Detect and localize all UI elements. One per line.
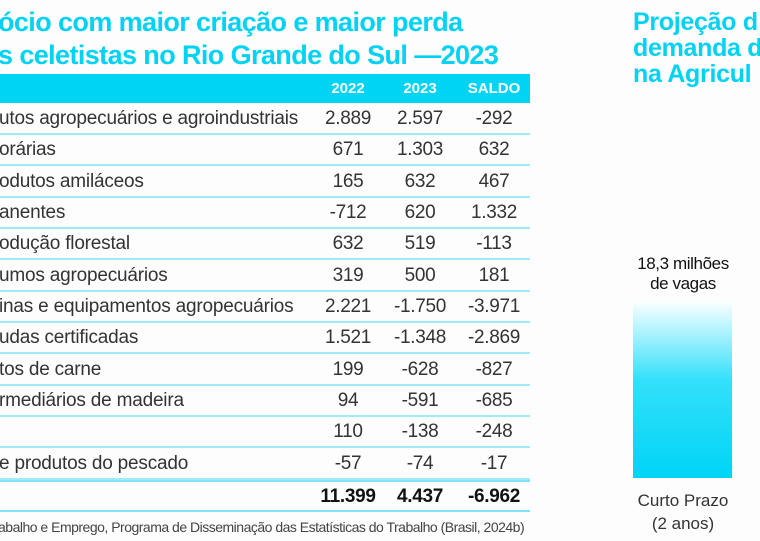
projection-title-line: Projeção d	[633, 8, 758, 36]
table-row: inas e equipamentos agropecuários 2.221 -1…	[0, 292, 530, 323]
total-saldo: -6.962	[467, 486, 521, 507]
bar-value-label: 18,3 milhões	[637, 254, 729, 273]
row-label: udas certificadas	[0, 327, 139, 349]
cell-2022: 319	[332, 264, 364, 286]
cell-saldo: -2.869	[467, 327, 521, 349]
table-row: utos agropecuários e agroindustriais 2.88…	[0, 104, 530, 135]
cell-2023: 620	[404, 201, 436, 223]
cell-2023: -138	[401, 421, 439, 443]
column-header-2023: 2023	[403, 80, 437, 97]
row-label: e produtos do pescado	[0, 452, 189, 474]
projection-title-line: na Agricul	[633, 60, 752, 88]
cell-2022: 199	[332, 358, 364, 380]
cell-2022: 1.521	[324, 327, 372, 349]
cell-saldo: -113	[476, 233, 512, 255]
column-header-saldo: SALDO	[467, 80, 521, 97]
row-label: tos de carne	[0, 358, 102, 380]
total-2023: 4.437	[396, 486, 444, 507]
cell-2023: -1.348	[393, 327, 447, 349]
cell-saldo: -292	[475, 108, 513, 129]
row-label: rmediários de madeira	[0, 389, 184, 411]
cell-2023: 1.303	[396, 139, 444, 161]
row-label: umos agropecuários	[0, 264, 168, 286]
table-row: rmediários de madeira 94 -591 -685	[0, 386, 530, 417]
row-label: odutos amiláceos	[0, 170, 144, 192]
table-row: 110 -138 -248	[0, 417, 530, 449]
cell-2022: 110	[333, 421, 363, 443]
cell-2023: 632	[404, 170, 436, 192]
table-total-row: 11.399 4.437 -6.962	[0, 480, 530, 512]
projection-title-line: demanda d	[633, 34, 760, 62]
bar-value-label: de vagas	[650, 274, 716, 293]
total-2022: 11.399	[320, 486, 376, 507]
cell-saldo: 1.332	[470, 201, 518, 223]
row-label: anentes	[0, 201, 66, 223]
table-row: umos agropecuários 319 500 181	[0, 261, 530, 292]
cell-saldo: 181	[478, 264, 510, 286]
table-title-line: ócio com maior criação e maior perda	[0, 7, 463, 37]
column-header-2022: 2022	[331, 80, 365, 97]
cell-2023: -1.750	[393, 295, 447, 317]
row-label: utos agropecuários e agroindustriais	[0, 108, 299, 129]
cell-2022: 671	[332, 139, 364, 161]
source-note: abalho e Emprego, Programa de Disseminaç…	[0, 519, 525, 535]
table-row: orárias 671 1.303 632	[0, 135, 530, 167]
cell-2022: 2.889	[324, 108, 372, 129]
cell-2023: -628	[401, 358, 439, 380]
cell-saldo: -17	[480, 452, 508, 474]
cell-2023: 519	[404, 233, 436, 255]
cell-saldo: -248	[475, 421, 513, 443]
bar-curto-prazo	[633, 300, 732, 478]
row-label: odução florestal	[0, 233, 130, 255]
cell-2023: 500	[404, 264, 436, 286]
cell-2022: 165	[332, 170, 364, 192]
row-label: orárias	[0, 139, 56, 161]
bar-category-label: (2 anos)	[651, 514, 715, 533]
table-row: tos de carne 199 -628 -827	[0, 355, 530, 386]
cell-2022: 94	[337, 389, 359, 411]
table-title-line: s celetistas no Rio Grande do Sul —2023	[0, 40, 499, 70]
table-row: udas certificadas 1.521 -1.348 -2.869	[0, 323, 530, 355]
table-row: anentes -712 620 1.332	[0, 198, 530, 229]
cell-saldo: -685	[475, 389, 513, 411]
cell-2023: 2.597	[396, 108, 444, 129]
cell-2023: -591	[401, 389, 439, 411]
table-row: odução florestal 632 519 -113	[0, 229, 530, 261]
cell-2022: -57	[334, 452, 362, 474]
table-row: e produtos do pescado -57 -74 -17	[0, 449, 530, 480]
cell-saldo: 467	[478, 170, 510, 192]
cell-2023: -74	[406, 452, 434, 474]
bar-category-label: Curto Prazo	[637, 491, 729, 510]
cell-saldo: 632	[478, 139, 510, 161]
row-label: inas e equipamentos agropecuários	[0, 295, 294, 317]
table-header: 2022 2023 SALDO	[0, 74, 530, 103]
cell-2022: -712	[329, 201, 367, 223]
cell-2022: 632	[332, 233, 364, 255]
cell-2022: 2.221	[324, 295, 372, 317]
table-row: odutos amiláceos 165 632 467	[0, 167, 530, 198]
cell-saldo: -3.971	[467, 295, 521, 317]
cell-saldo: -827	[475, 358, 513, 380]
